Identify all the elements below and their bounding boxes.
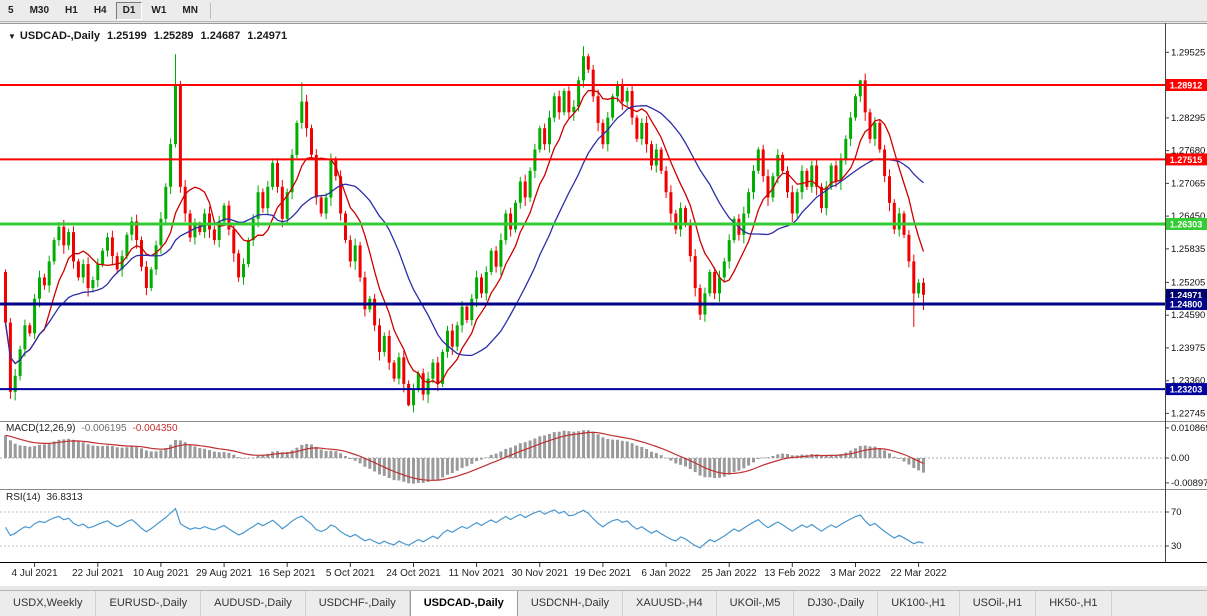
ohlc-high: 1.25289 <box>153 30 194 42</box>
price-badge: 1.26303 <box>1166 218 1207 230</box>
svg-text:3 Mar 2022: 3 Mar 2022 <box>830 568 881 579</box>
candlestick-series <box>4 46 925 413</box>
svg-text:13 Feb 2022: 13 Feb 2022 <box>764 568 821 579</box>
svg-text:10 Aug 2021: 10 Aug 2021 <box>133 568 190 579</box>
svg-text:-0.008974: -0.008974 <box>1171 478 1207 489</box>
chart-symbol-label: USDCAD-,Daily <box>19 30 100 42</box>
svg-text:11 Nov 2021: 11 Nov 2021 <box>449 568 505 579</box>
ma-21-line <box>4 105 924 365</box>
symbol-tab-bar: USDX,Weekly EURUSD-,Daily AUDUSD-,Daily … <box>0 590 1207 616</box>
tab-usdx-weekly[interactable]: USDX,Weekly <box>0 591 97 616</box>
svg-text:1.25835: 1.25835 <box>1171 244 1205 255</box>
rsi-value: 36.8313 <box>46 492 83 503</box>
svg-text:30 Nov 2021: 30 Nov 2021 <box>511 568 568 579</box>
svg-text:29 Aug 2021: 29 Aug 2021 <box>196 568 253 579</box>
ma-8-line <box>4 89 925 385</box>
ohlc-open: 1.25199 <box>107 30 147 42</box>
timeframe-button-5[interactable]: 5 <box>1 2 21 20</box>
rsi-series <box>0 507 1165 549</box>
svg-text:6 Jan 2022: 6 Jan 2022 <box>641 568 691 579</box>
tab-xauusd-h4[interactable]: XAUUSD-,H4 <box>623 591 717 616</box>
svg-text:22 Jul 2021: 22 Jul 2021 <box>72 568 124 579</box>
macd-indicator-label: MACD(12,26,9) -0.006195 -0.004350 <box>6 423 184 434</box>
svg-text:1.27065: 1.27065 <box>1171 178 1205 189</box>
ohlc-low: 1.24687 <box>200 30 241 42</box>
tab-dj30-daily[interactable]: DJ30-,Daily <box>794 591 879 616</box>
macd-name: MACD(12,26,9) <box>6 423 76 434</box>
svg-text:19 Dec 2021: 19 Dec 2021 <box>575 568 632 579</box>
price-badge: 1.27515 <box>1166 153 1207 166</box>
svg-text:1.27515: 1.27515 <box>1170 155 1203 165</box>
chart-window: 1.29525 1.28295 1.27680 1.27065 1.26450 1.258… <box>0 23 1207 586</box>
svg-text:16 Sep 2021: 16 Sep 2021 <box>259 568 316 579</box>
ohlc-close: 1.24971 <box>247 30 288 42</box>
svg-text:1.24971: 1.24971 <box>1170 290 1203 300</box>
svg-text:70: 70 <box>1171 507 1182 518</box>
svg-text:1.27680: 1.27680 <box>1171 146 1205 157</box>
timeframe-button-w1[interactable]: W1 <box>144 2 173 20</box>
tab-audusd-daily[interactable]: AUDUSD-,Daily <box>201 591 306 616</box>
chart-symbol-header: ▼ USDCAD-,Daily 1.25199 1.25289 1.24687 1.249… <box>8 30 294 42</box>
svg-text:0.00: 0.00 <box>1171 453 1190 464</box>
svg-text:1.23360: 1.23360 <box>1171 376 1205 387</box>
svg-text:1.24590: 1.24590 <box>1171 310 1205 321</box>
timeframe-button-mn[interactable]: MN <box>175 2 205 20</box>
price-badge: 1.28912 <box>1166 79 1207 91</box>
tab-ukoil-m5[interactable]: UKOil-,M5 <box>717 591 795 616</box>
svg-text:1.23203: 1.23203 <box>1170 385 1203 395</box>
tab-hk50-h1[interactable]: HK50-,H1 <box>1036 591 1112 616</box>
tab-usoil-h1[interactable]: USOil-,H1 <box>960 591 1037 616</box>
price-badge: 1.24971 <box>1166 288 1207 301</box>
svg-text:5 Oct 2021: 5 Oct 2021 <box>326 568 375 579</box>
svg-text:1.23975: 1.23975 <box>1171 343 1205 354</box>
svg-text:1.29525: 1.29525 <box>1171 47 1205 58</box>
price-badge: 1.24800 <box>1166 298 1207 310</box>
tab-usdchf-daily[interactable]: USDCHF-,Daily <box>306 591 410 616</box>
svg-text:1.25205: 1.25205 <box>1171 277 1205 288</box>
svg-text:4 Jul 2021: 4 Jul 2021 <box>12 568 59 579</box>
rsi-name: RSI(14) <box>6 492 41 503</box>
macd-value-signal: -0.004350 <box>132 423 178 434</box>
svg-text:1.26450: 1.26450 <box>1171 211 1205 222</box>
tab-uk100-h1[interactable]: UK100-,H1 <box>878 591 960 616</box>
tab-usdcad-daily[interactable]: USDCAD-,Daily <box>409 591 518 616</box>
svg-text:1.24800: 1.24800 <box>1170 299 1203 309</box>
macd-value-main: -0.006195 <box>81 423 127 434</box>
svg-text:25 Jan 2022: 25 Jan 2022 <box>702 568 757 579</box>
timeframe-button-h1[interactable]: H1 <box>58 2 85 20</box>
macd-series <box>0 430 1165 484</box>
svg-text:22 Mar 2022: 22 Mar 2022 <box>891 568 948 579</box>
timeframe-button-h4[interactable]: H4 <box>87 2 114 20</box>
tab-usdcnh-daily[interactable]: USDCNH-,Daily <box>518 591 624 616</box>
collapse-chart-icon[interactable]: ▼ <box>8 32 16 41</box>
svg-text:1.22745: 1.22745 <box>1171 408 1205 419</box>
timeframe-button-d1[interactable]: D1 <box>115 1 143 20</box>
toolbar-separator <box>209 2 211 19</box>
chart-canvas[interactable]: 1.29525 1.28295 1.27680 1.27065 1.26450 1.258… <box>0 23 1207 586</box>
rsi-indicator-label: RSI(14) 36.8313 <box>6 492 89 503</box>
svg-text:1.28295: 1.28295 <box>1171 113 1205 124</box>
timeframe-toolbar: 5 M30 H1 H4 D1 W1 MN <box>0 0 1207 22</box>
timeframe-button-m30[interactable]: M30 <box>23 2 56 20</box>
tab-eurusd-daily[interactable]: EURUSD-,Daily <box>96 591 202 616</box>
svg-text:1.28912: 1.28912 <box>1170 80 1203 90</box>
svg-text:1.26303: 1.26303 <box>1170 219 1203 229</box>
svg-text:0.010869: 0.010869 <box>1171 423 1207 434</box>
price-badge: 1.23203 <box>1166 383 1207 396</box>
svg-text:24 Oct 2021: 24 Oct 2021 <box>386 568 441 579</box>
svg-text:30: 30 <box>1171 541 1182 552</box>
